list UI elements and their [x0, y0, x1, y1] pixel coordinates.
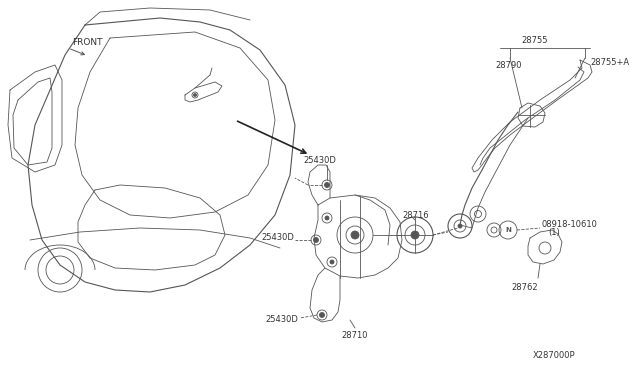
Text: 25430D: 25430D	[303, 155, 337, 164]
Text: 28755: 28755	[522, 35, 548, 45]
Circle shape	[193, 93, 196, 96]
Circle shape	[458, 224, 462, 228]
Text: 25430D: 25430D	[261, 232, 294, 241]
Text: 28710: 28710	[342, 330, 368, 340]
Circle shape	[314, 237, 319, 243]
Text: 28716: 28716	[402, 211, 429, 219]
Text: 28755+A: 28755+A	[590, 58, 629, 67]
Text: 28790: 28790	[495, 61, 522, 70]
Text: N: N	[505, 227, 511, 233]
Circle shape	[319, 312, 324, 317]
Text: 08918-10610: 08918-10610	[542, 219, 598, 228]
Circle shape	[411, 231, 419, 239]
Circle shape	[351, 231, 359, 239]
Text: 25430D: 25430D	[265, 315, 298, 324]
Circle shape	[324, 183, 330, 187]
Text: (1): (1)	[548, 228, 560, 237]
Circle shape	[325, 216, 329, 220]
Text: 28762: 28762	[512, 283, 538, 292]
Text: FRONT: FRONT	[72, 38, 102, 46]
Circle shape	[330, 260, 334, 264]
Text: X287000P: X287000P	[532, 350, 575, 359]
